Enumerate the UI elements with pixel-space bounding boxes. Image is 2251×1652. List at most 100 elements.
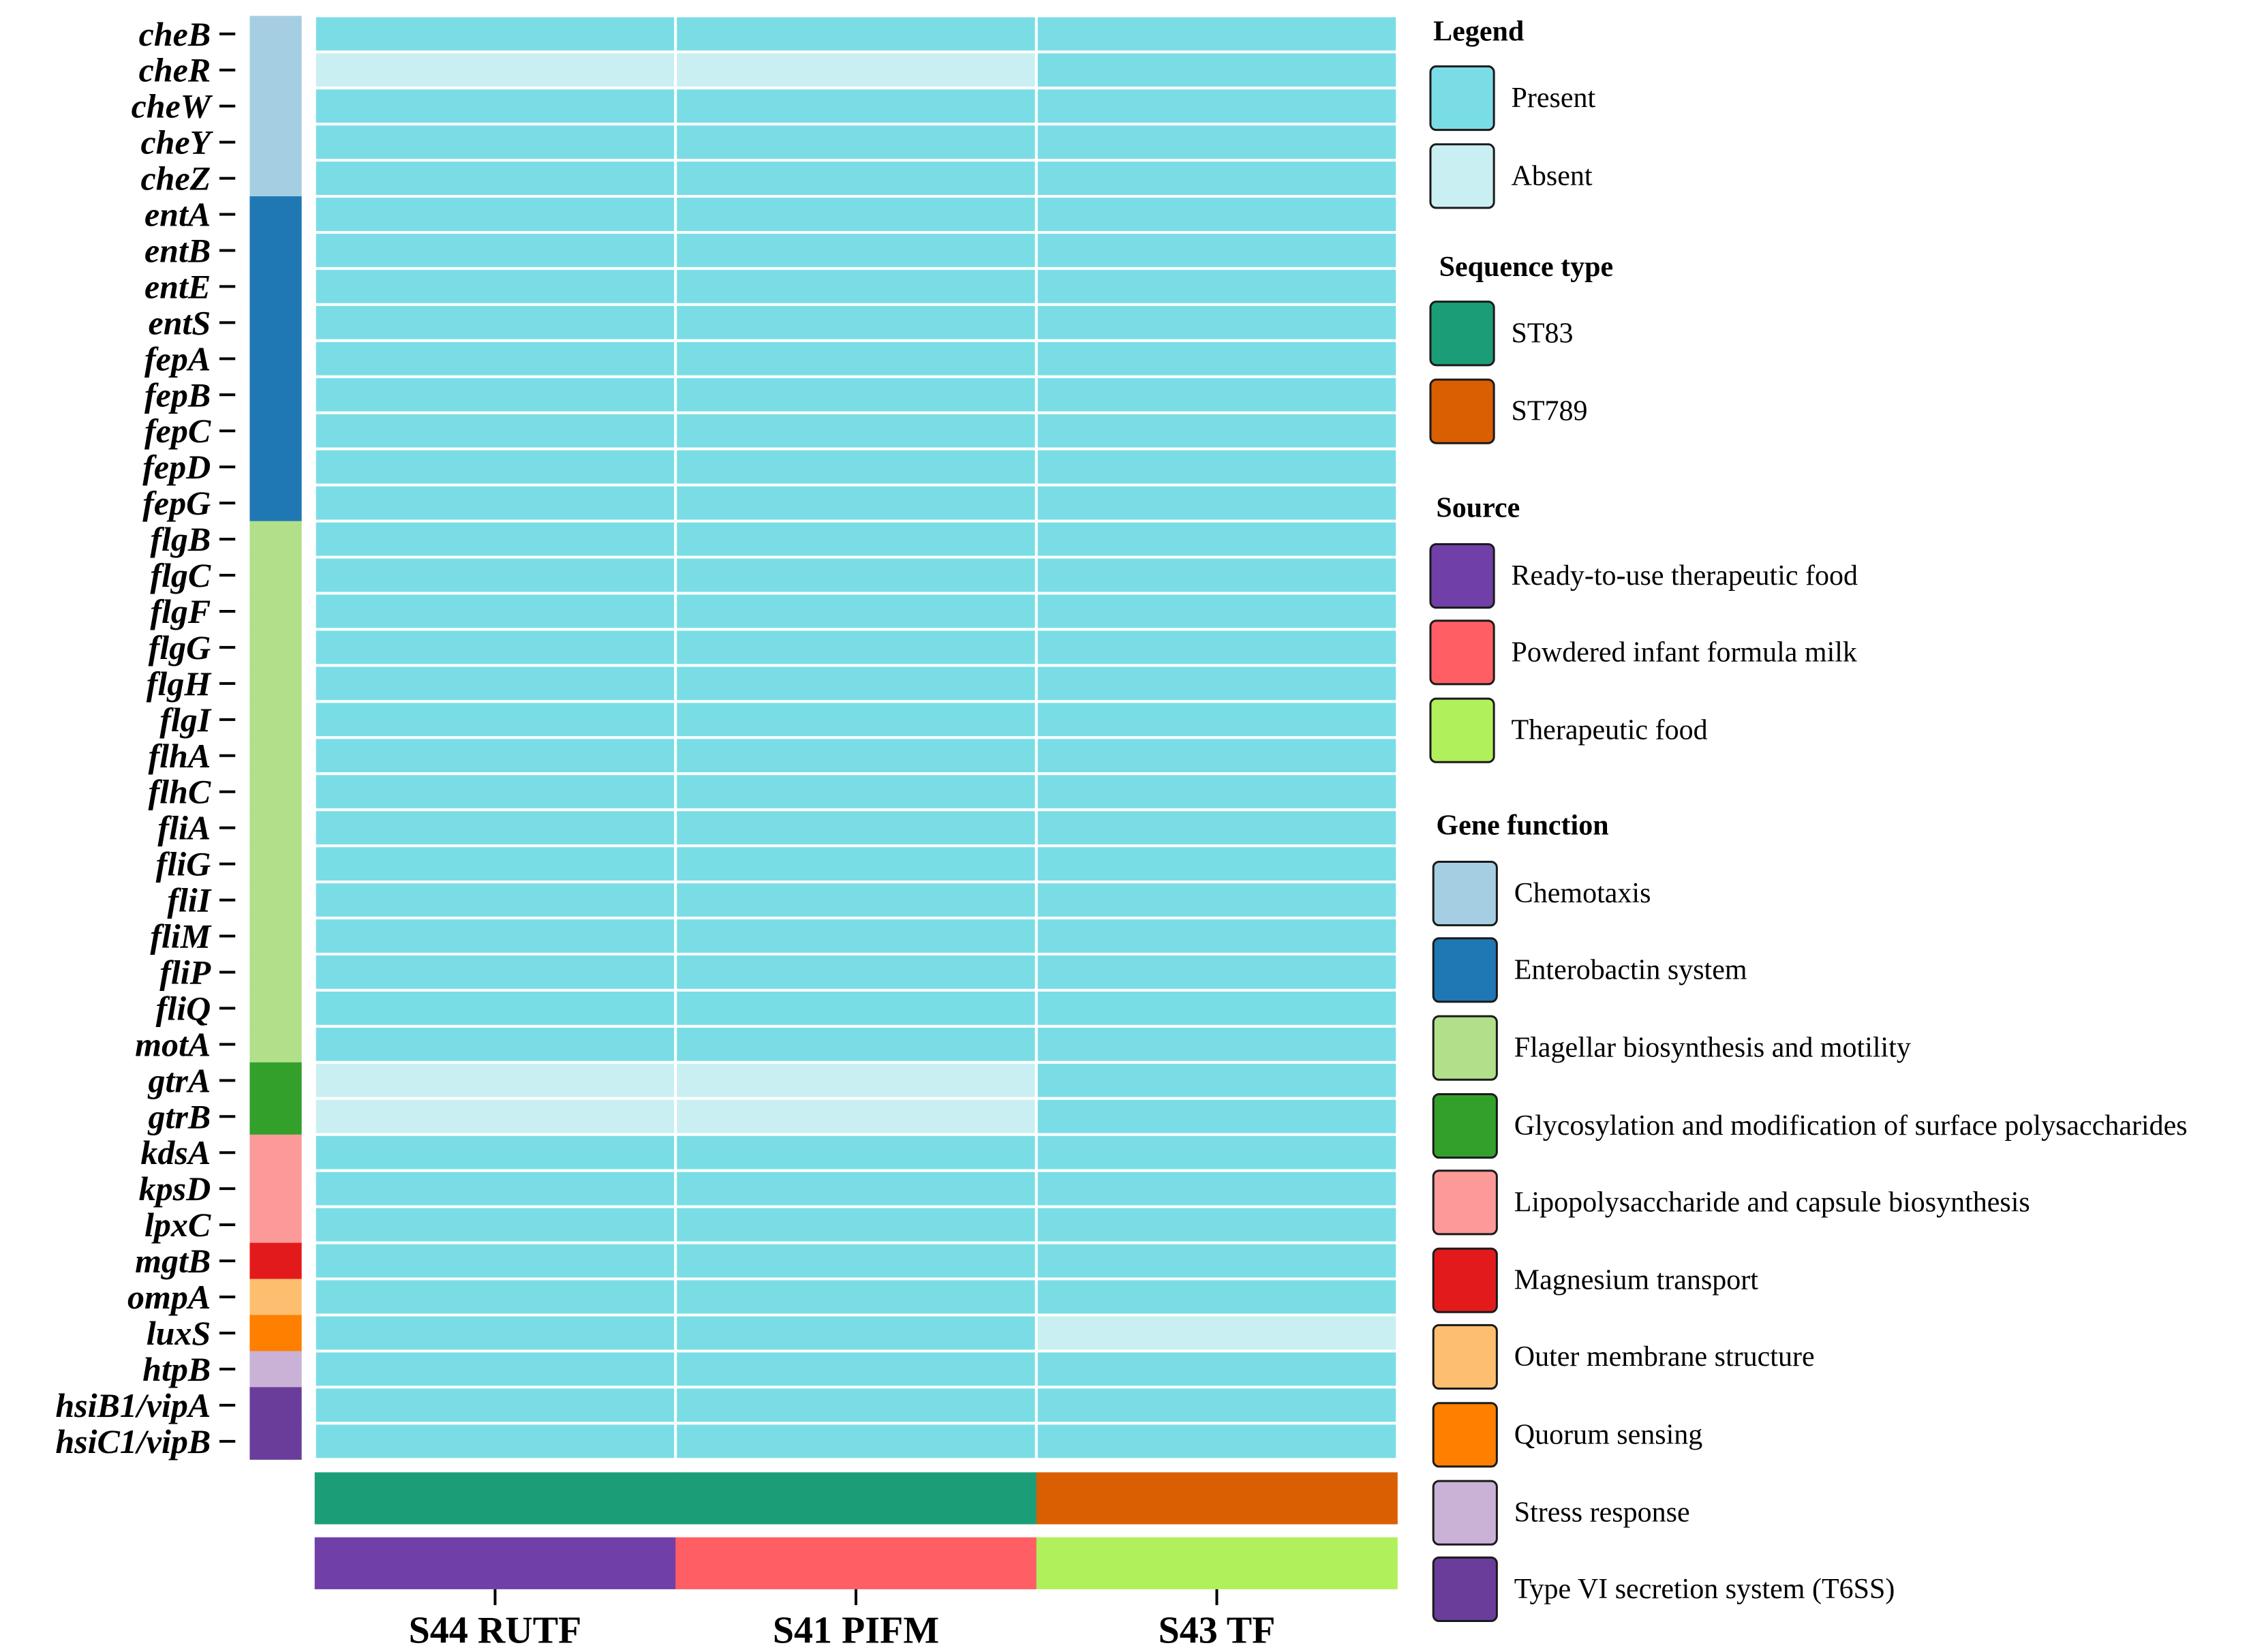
gene-label: flhA [149,737,211,775]
heatmap-cell [674,230,1038,270]
source-cell [1036,1537,1398,1589]
gene-label: fepG [142,484,211,522]
heatmap-cell [674,303,1038,342]
gene-label: mgtB [135,1242,211,1280]
legend-swatch [1432,1247,1498,1313]
gene-label: flgB [150,520,211,558]
source-cell [314,1537,676,1589]
heatmap-cell [674,700,1038,739]
gene-label: cheY [140,123,213,162]
legend-swatch [1432,937,1498,1003]
heatmap-cell [313,988,677,1028]
heatmap-cell [313,159,677,198]
heatmap-cell [674,411,1038,450]
heatmap-cell [313,592,677,631]
legend-swatch [1432,860,1498,927]
gene-function-cell [249,521,302,558]
heatmap-cell [313,844,677,884]
heatmap-cell [313,195,677,234]
legend-swatch [1432,1169,1498,1236]
heatmap-cell [674,1313,1038,1353]
gene-function-cell [249,990,302,1027]
gene-function-cell [249,665,302,702]
heatmap-cell [313,375,677,414]
heatmap-cell [674,664,1038,703]
gene-function-cell [249,701,302,738]
gene-function-cell [249,593,302,630]
heatmap-cell [313,628,677,667]
gene-label: cheB [139,15,211,53]
heatmap-cell [674,844,1038,884]
heatmap-cell [313,1060,677,1100]
gene-label: cheW [132,87,213,125]
heatmap-cell [674,1133,1038,1172]
heatmap-cell [313,230,677,270]
heatmap-cell [674,1024,1038,1064]
heatmap-cell [1035,700,1399,739]
gene-function-cell [249,1062,302,1099]
heatmap-cell [674,14,1038,54]
legend-label: Stress response [1514,1497,1690,1529]
legend-label: Chemotaxis [1514,878,1651,909]
heatmap-cell [1035,917,1399,955]
gene-labels: cheBcheRcheWcheYcheZentAentBentEentSfepA… [55,15,236,1460]
gene-function-cell [249,304,302,341]
gene-label: flgH [147,664,213,703]
gene-label: fepC [144,412,211,450]
heatmap-cell [674,952,1038,992]
gene-function-cell [249,1315,302,1352]
heatmap-cell [1035,881,1399,920]
heatmap-cell [674,808,1038,848]
gene-function-cell [249,340,302,378]
legend-swatch [1429,620,1495,686]
heatmap-cell [313,447,677,487]
gene-function-cell [249,268,302,305]
legend-label: Magnesium transport [1514,1265,1758,1296]
legend-swatch [1429,378,1495,444]
gene-label: luxS [147,1314,211,1352]
heatmap-cell [674,1277,1038,1317]
gene-function-cell [249,1098,302,1135]
heatmap-cell [1035,123,1399,162]
heatmap-cell [674,1060,1038,1100]
gene-function-cell [249,196,302,233]
gene-function-cell [249,1206,302,1244]
legend-label: Lipopolysaccharide and capsule biosynthe… [1514,1187,2030,1218]
legend-label: Ready-to-use therapeutic food [1512,560,1858,592]
heatmap-cell [1035,808,1399,848]
heatmap-cell [1035,592,1399,631]
gene-label: flgF [150,592,211,630]
gene-function-cell [249,629,302,666]
heatmap-cell [313,664,677,703]
gene-label: fliQ [156,989,211,1027]
heatmap-cell [1035,1349,1399,1389]
gene-function-cell [249,737,302,774]
gene-function-cell [249,918,302,955]
gene-label: hsiC1/vipB [55,1422,211,1460]
legend-swatch [1429,542,1495,609]
heatmap-cell [313,519,677,559]
heatmap-cell [1035,14,1399,54]
gene-label: entS [149,303,211,341]
heatmap-cell [1035,1060,1399,1100]
heatmap-cell [313,555,677,595]
heatmap-cell [674,447,1038,487]
heatmap-cell [1035,519,1399,559]
heatmap-cell [674,592,1038,631]
legend-swatch [1432,1556,1498,1623]
gene-function-cell [249,485,302,522]
heatmap-cell [674,917,1038,955]
heatmap-cell [1035,736,1399,776]
heatmap-cell [1035,483,1399,523]
gene-label: fliG [156,845,211,883]
legend-label: ST789 [1512,396,1588,427]
sample-label: S44 RUTF [409,1609,582,1651]
heatmap-cell [313,303,677,342]
heatmap-cell [313,1422,677,1461]
gene-label: entA [144,196,211,234]
gene-label: gtrA [148,1061,211,1099]
legend-label: Quorum sensing [1514,1419,1703,1450]
gene-function-cell [249,953,302,991]
heatmap-cell [674,483,1038,523]
gene-function-cell [249,1170,302,1208]
